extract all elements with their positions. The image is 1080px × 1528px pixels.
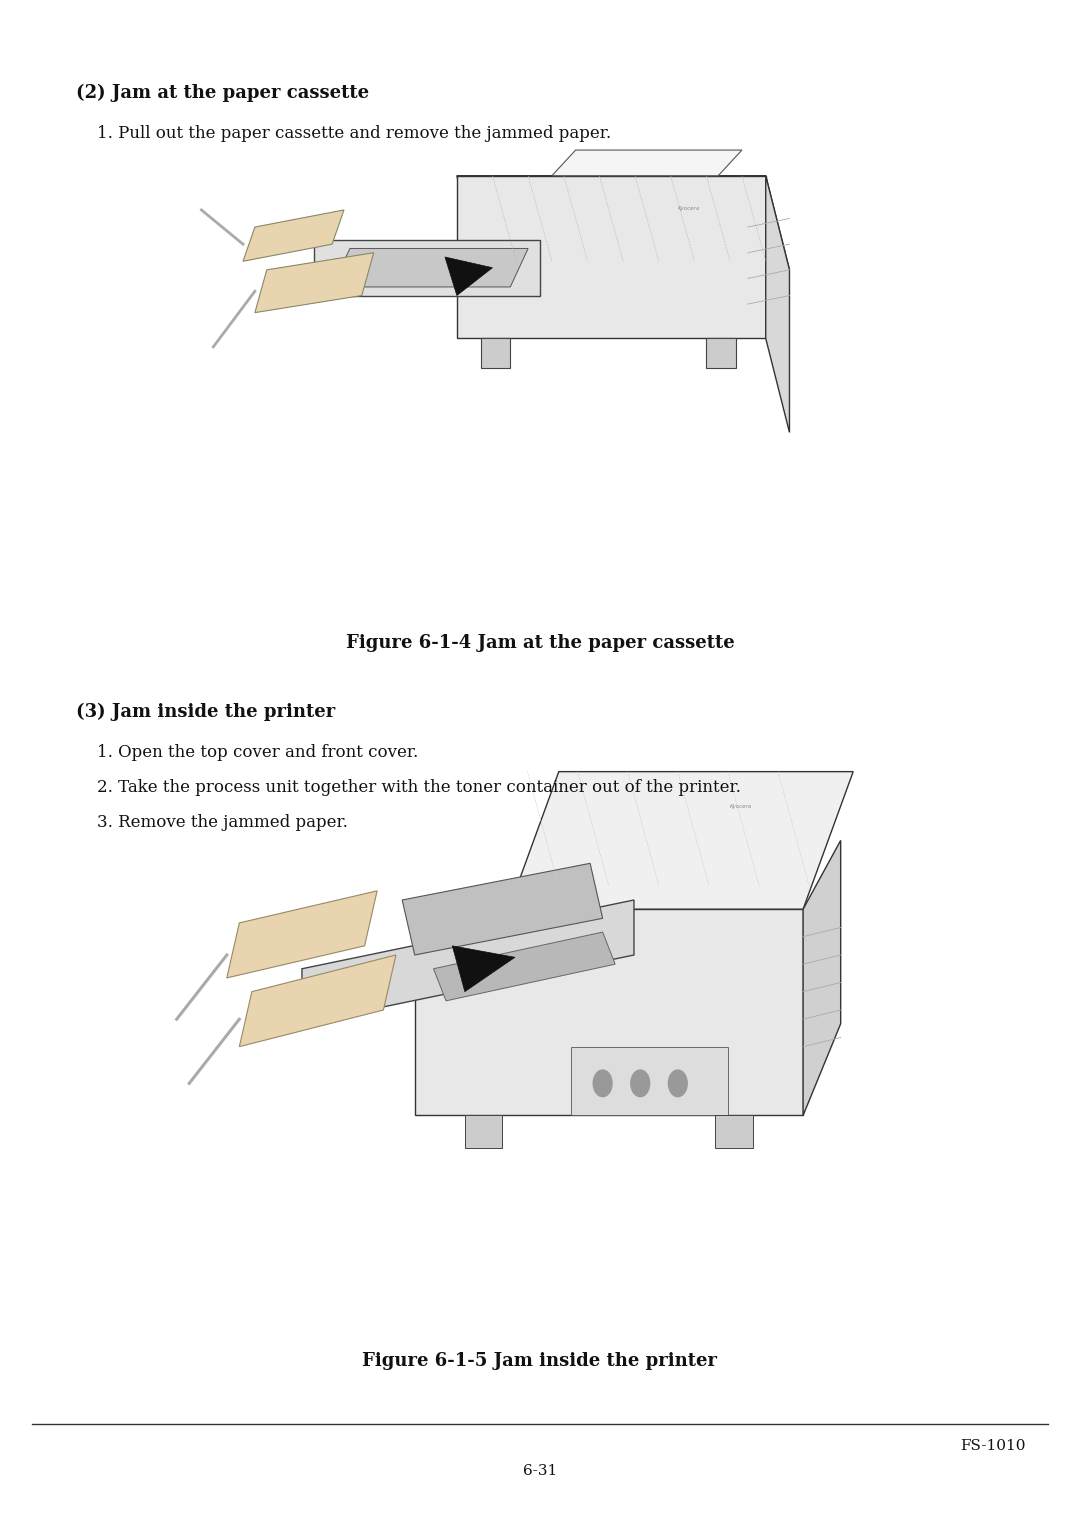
Circle shape [593,1070,612,1097]
Text: Figure 6-1-5 Jam inside the printer: Figure 6-1-5 Jam inside the printer [363,1352,717,1371]
Text: Figure 6-1-4 Jam at the paper cassette: Figure 6-1-4 Jam at the paper cassette [346,634,734,652]
Text: (2) Jam at the paper cassette: (2) Jam at the paper cassette [76,84,368,102]
Polygon shape [243,209,343,261]
Text: 2. Take the process unit together with the toner container out of the printer.: 2. Take the process unit together with t… [97,779,741,796]
Circle shape [669,1070,687,1097]
Polygon shape [453,946,515,992]
Polygon shape [481,338,511,368]
Polygon shape [571,1047,728,1115]
Polygon shape [433,932,616,1001]
Polygon shape [402,863,603,955]
Polygon shape [333,249,528,287]
Polygon shape [457,176,789,270]
Text: 3. Remove the jammed paper.: 3. Remove the jammed paper. [97,814,348,831]
Polygon shape [766,176,789,432]
Text: Kyocera: Kyocera [677,206,700,211]
Polygon shape [255,252,374,313]
Polygon shape [415,909,804,1115]
Polygon shape [227,891,377,978]
Polygon shape [509,772,853,909]
Text: 1. Open the top cover and front cover.: 1. Open the top cover and front cover. [97,744,418,761]
Polygon shape [804,840,840,1115]
Polygon shape [464,1115,502,1148]
Text: FS-1010: FS-1010 [960,1439,1026,1453]
Polygon shape [302,900,634,1024]
Polygon shape [552,150,742,176]
Text: 6-31: 6-31 [523,1464,557,1478]
Polygon shape [715,1115,753,1148]
Circle shape [631,1070,650,1097]
Text: 1. Pull out the paper cassette and remove the jammed paper.: 1. Pull out the paper cassette and remov… [97,125,611,142]
Polygon shape [457,176,766,338]
Polygon shape [240,955,396,1047]
Polygon shape [445,257,492,295]
Text: (3) Jam inside the printer: (3) Jam inside the printer [76,703,335,721]
Polygon shape [314,240,540,295]
Text: Kyocera: Kyocera [729,804,752,810]
Polygon shape [706,338,737,368]
